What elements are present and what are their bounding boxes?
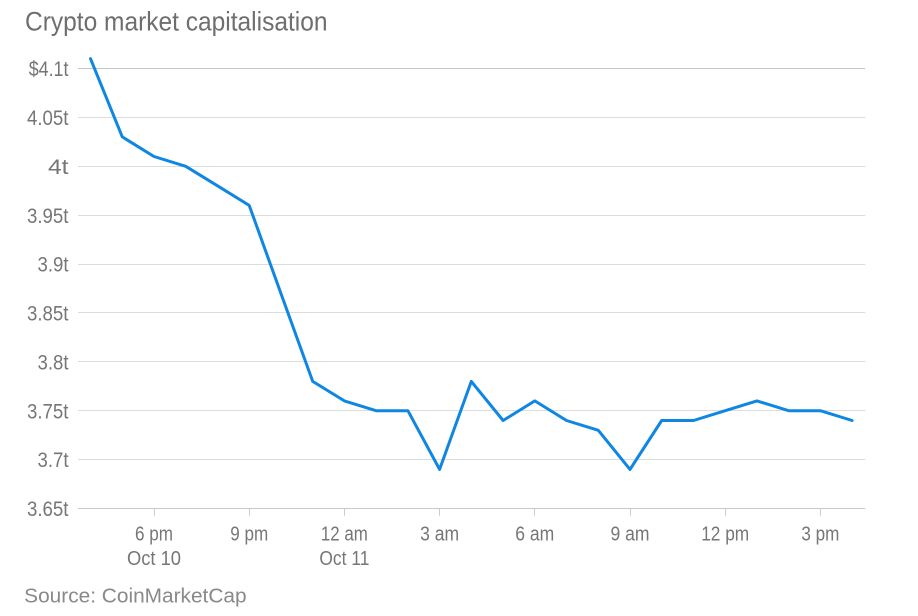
svg-text:Oct 10: Oct 10 bbox=[127, 548, 181, 570]
svg-text:4.05t: 4.05t bbox=[27, 107, 69, 130]
svg-text:Oct 11: Oct 11 bbox=[319, 548, 369, 570]
svg-text:3.65t: 3.65t bbox=[27, 498, 69, 521]
svg-text:12 am: 12 am bbox=[321, 523, 368, 545]
svg-text:$4.1t: $4.1t bbox=[29, 58, 69, 81]
svg-text:3 am: 3 am bbox=[420, 523, 459, 545]
svg-text:3.9t: 3.9t bbox=[38, 254, 69, 277]
svg-text:3 pm: 3 pm bbox=[801, 523, 839, 545]
svg-text:12 pm: 12 pm bbox=[701, 523, 749, 545]
svg-text:3.85t: 3.85t bbox=[27, 303, 69, 326]
svg-text:Source: CoinMarketCap: Source: CoinMarketCap bbox=[24, 586, 246, 608]
svg-text:6 am: 6 am bbox=[515, 523, 554, 545]
svg-text:9 pm: 9 pm bbox=[230, 523, 268, 545]
svg-text:9 am: 9 am bbox=[611, 523, 650, 545]
svg-text:3.75t: 3.75t bbox=[27, 400, 69, 423]
svg-text:4t: 4t bbox=[48, 156, 69, 179]
svg-text:3.7t: 3.7t bbox=[38, 449, 69, 472]
svg-text:3.95t: 3.95t bbox=[27, 205, 69, 228]
svg-text:Crypto market capitalisation: Crypto market capitalisation bbox=[25, 7, 328, 37]
svg-text:6 pm: 6 pm bbox=[135, 523, 173, 545]
svg-text:3.8t: 3.8t bbox=[38, 351, 69, 374]
